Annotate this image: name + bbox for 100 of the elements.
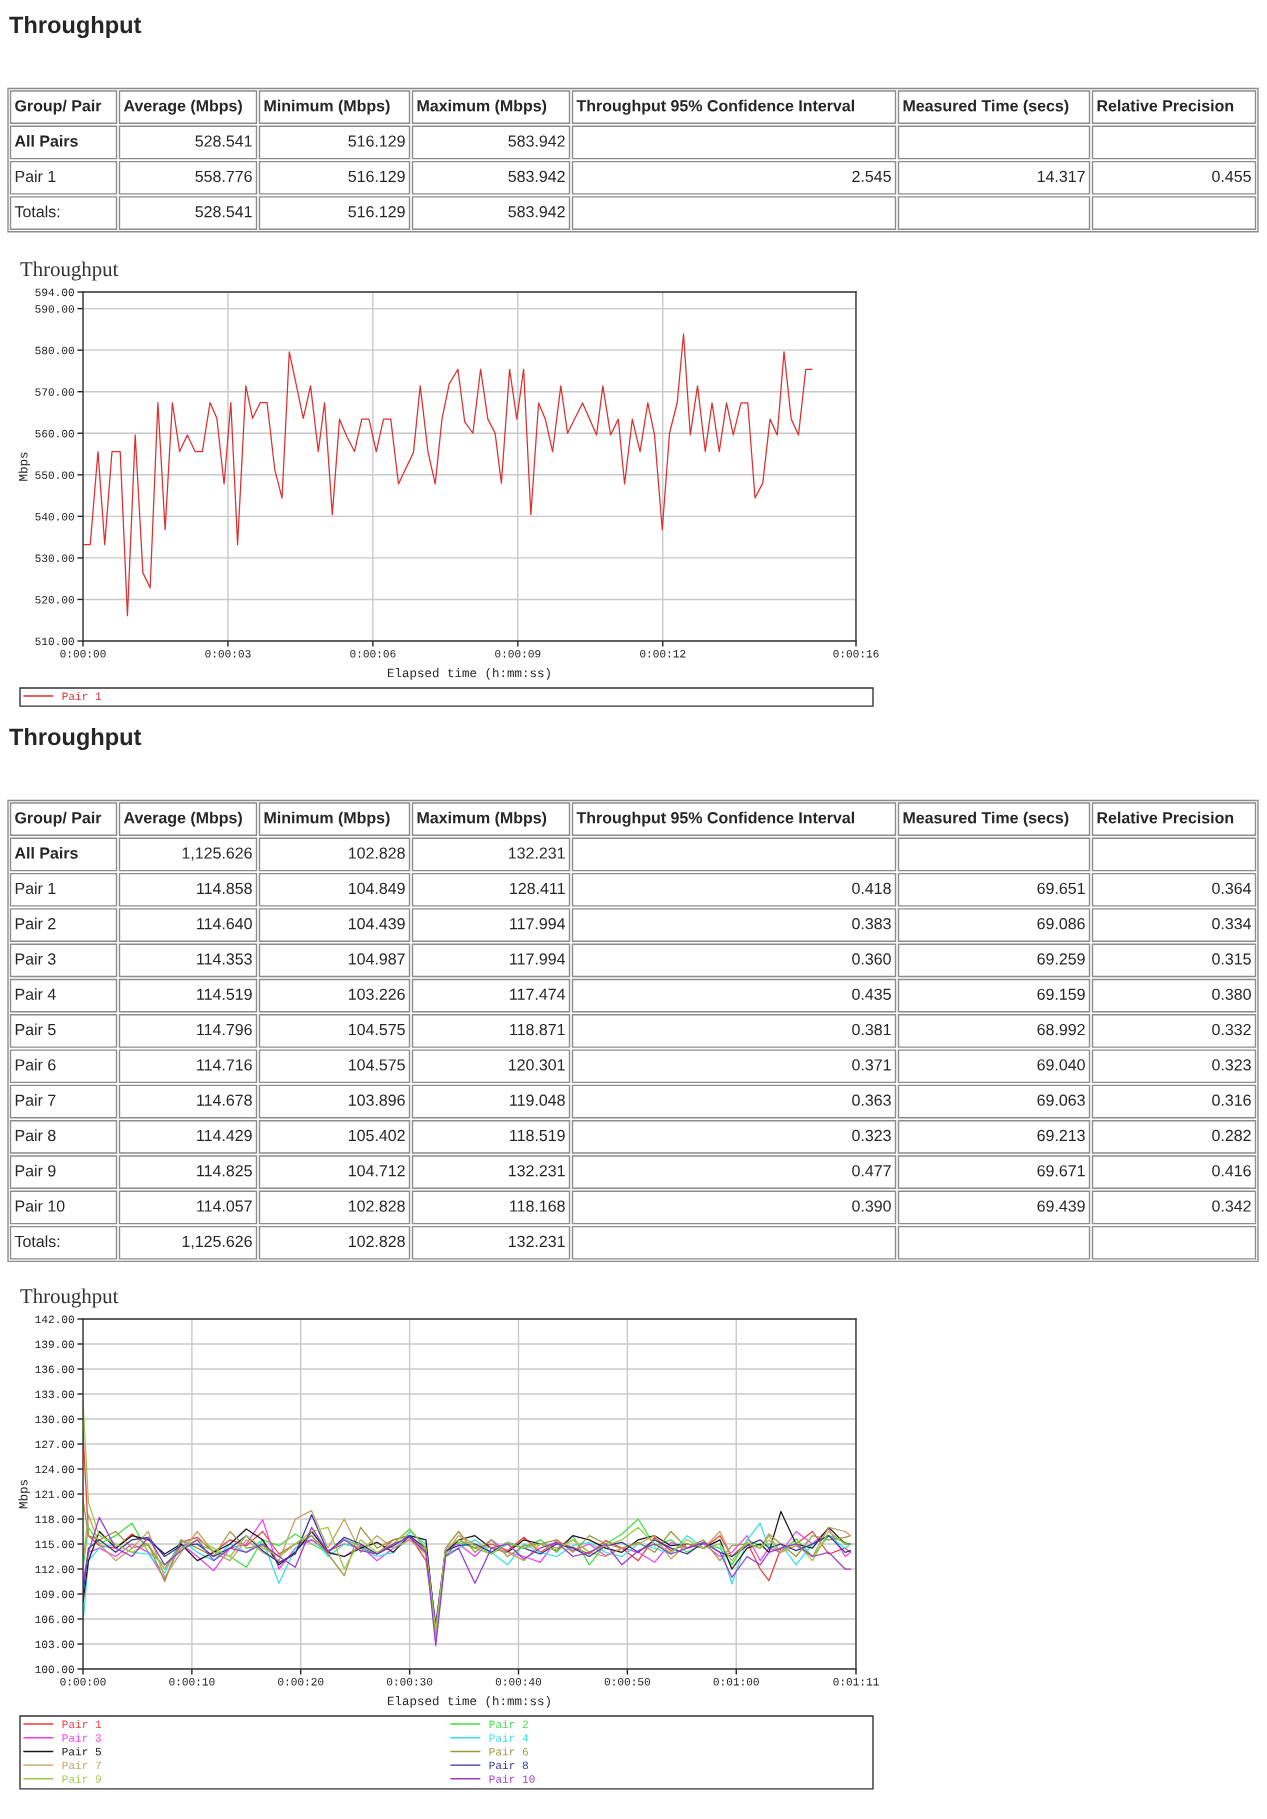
text: 0.455 — [1212, 170, 1251, 183]
text: 119.048 — [510, 1094, 565, 1106]
text: 132.231 — [508, 1165, 565, 1177]
text: 114.678 — [197, 1094, 252, 1106]
x-tick-label: 0:00:16 — [833, 649, 879, 658]
text: 69.063 — [1037, 1094, 1085, 1106]
chart-title: Throughput — [20, 1288, 119, 1308]
text: 0.416 — [1212, 1165, 1251, 1177]
category-label: Throughput 95% Confidence Interval — [576, 811, 855, 827]
x-tick-label: 0:00:20 — [278, 1677, 324, 1686]
y-tick-label: 142.00 — [35, 1315, 74, 1324]
category-label: Pair 7 — [15, 1094, 56, 1106]
text: 0.315 — [1212, 953, 1251, 965]
y-tick-label: 570.00 — [35, 388, 74, 396]
text: 114.716 — [197, 1059, 252, 1071]
category-label: Average (Mbps) — [123, 811, 242, 827]
text: 516.129 — [348, 206, 405, 218]
x-axis-title: Elapsed time (h:mm:ss) — [387, 668, 550, 680]
text: 0.435 — [852, 988, 891, 1000]
x-tick-label: 0:00:03 — [205, 649, 251, 658]
x-tick-label: 0:01:11 — [833, 1677, 879, 1686]
text: 0.418 — [852, 882, 891, 895]
y-tick-label: 115.00 — [35, 1540, 74, 1549]
text: Group/ Pair — [15, 811, 102, 827]
text: 14.317 — [1037, 170, 1085, 183]
text: 516.129 — [348, 135, 405, 147]
y-tick-label: 124.00 — [35, 1465, 74, 1474]
legend-label: Pair 6 — [489, 1747, 528, 1756]
y-tick-label: 590.00 — [35, 305, 74, 313]
legend-label: Pair 2 — [489, 1719, 528, 1729]
category-label: All Pairs — [14, 847, 78, 859]
text: 0.381 — [852, 1023, 891, 1036]
text: 0.364 — [1212, 882, 1252, 895]
text: 0.323 — [1212, 1059, 1251, 1071]
legend-label: Pair 10 — [489, 1774, 535, 1783]
text: 0.360 — [852, 953, 891, 965]
text: 69.651 — [1037, 882, 1085, 895]
category-label: All Pairs — [14, 135, 78, 147]
text: 0.390 — [852, 1200, 891, 1212]
legend-label: Pair 7 — [62, 1760, 101, 1770]
y-tick-label: 550.00 — [35, 471, 74, 479]
text: Group/ Pair — [15, 99, 102, 115]
category-label: Pair 2 — [15, 917, 56, 930]
text: 0.323 — [852, 1129, 891, 1142]
x-tick-label: 0:00:00 — [60, 1677, 106, 1686]
text: 102.828 — [348, 847, 405, 859]
text: 583.942 — [508, 135, 565, 147]
category-label: Minimum (Mbps) — [264, 99, 390, 115]
x-tick-label: 0:00:06 — [350, 649, 396, 658]
y-tick-label: 139.00 — [35, 1340, 74, 1349]
y-tick-label: 510.00 — [35, 637, 74, 646]
x-tick-label: 0:00:10 — [169, 1677, 215, 1686]
category-label: Totals: — [14, 1235, 60, 1248]
y-tick-label: 121.00 — [35, 1490, 74, 1499]
category-label: Pair 5 — [15, 1023, 56, 1036]
text: 69.259 — [1037, 953, 1085, 965]
text: 114.640 — [197, 918, 252, 930]
text: 583.942 — [508, 206, 565, 218]
category-label: Average (Mbps) — [123, 99, 242, 115]
x-tick-label: 0:00:00 — [60, 649, 106, 658]
text: 118.519 — [510, 1129, 565, 1142]
y-tick-label: 103.00 — [35, 1640, 74, 1649]
text: 558.776 — [195, 170, 252, 183]
text: 0.477 — [852, 1165, 891, 1177]
text: 69.086 — [1037, 918, 1085, 930]
x-tick-label: 0:00:30 — [386, 1677, 433, 1686]
text: Throughput — [9, 727, 142, 751]
text: 104.575 — [348, 1059, 405, 1071]
category-label: Pair 8 — [15, 1129, 56, 1142]
text: 102.828 — [348, 1200, 405, 1212]
text: 1,125.626 — [182, 847, 252, 861]
text: 516.129 — [348, 170, 405, 183]
y-axis-title: Mbps — [18, 452, 30, 481]
y-tick-label: 520.00 — [35, 596, 74, 604]
legend-label: Pair 1 — [62, 1719, 102, 1729]
text: 114.796 — [197, 1023, 252, 1036]
text: 69.159 — [1037, 988, 1085, 1000]
text: 104.575 — [348, 1023, 405, 1036]
category-label: Relative Precision — [1097, 811, 1234, 824]
category-label: Pair 10 — [15, 1200, 65, 1212]
text: 528.541 — [195, 206, 252, 218]
legend-label: Pair 8 — [489, 1760, 528, 1770]
text: 118.168 — [510, 1200, 565, 1212]
category-label: Throughput 95% Confidence Interval — [576, 99, 855, 115]
text: 69.040 — [1037, 1059, 1085, 1071]
category-label: Pair 1 — [15, 882, 56, 895]
category-label: Pair 3 — [15, 952, 56, 965]
text: 2.545 — [852, 170, 891, 183]
x-axis-title: Elapsed time (h:mm:ss) — [387, 1696, 550, 1708]
text: 0.316 — [1212, 1094, 1251, 1106]
y-tick-label: 109.00 — [35, 1590, 74, 1599]
y-tick-label: 106.00 — [35, 1615, 74, 1624]
text: 68.992 — [1037, 1023, 1085, 1036]
legend-label: Pair 9 — [62, 1774, 101, 1783]
text: 104.987 — [348, 953, 405, 965]
y-axis-title: Mbps — [18, 1480, 30, 1509]
text: 69.213 — [1037, 1129, 1085, 1142]
y-tick-label: 133.00 — [35, 1390, 74, 1399]
legend-label: Pair 4 — [489, 1733, 529, 1742]
y-tick-label: 540.00 — [35, 512, 74, 521]
